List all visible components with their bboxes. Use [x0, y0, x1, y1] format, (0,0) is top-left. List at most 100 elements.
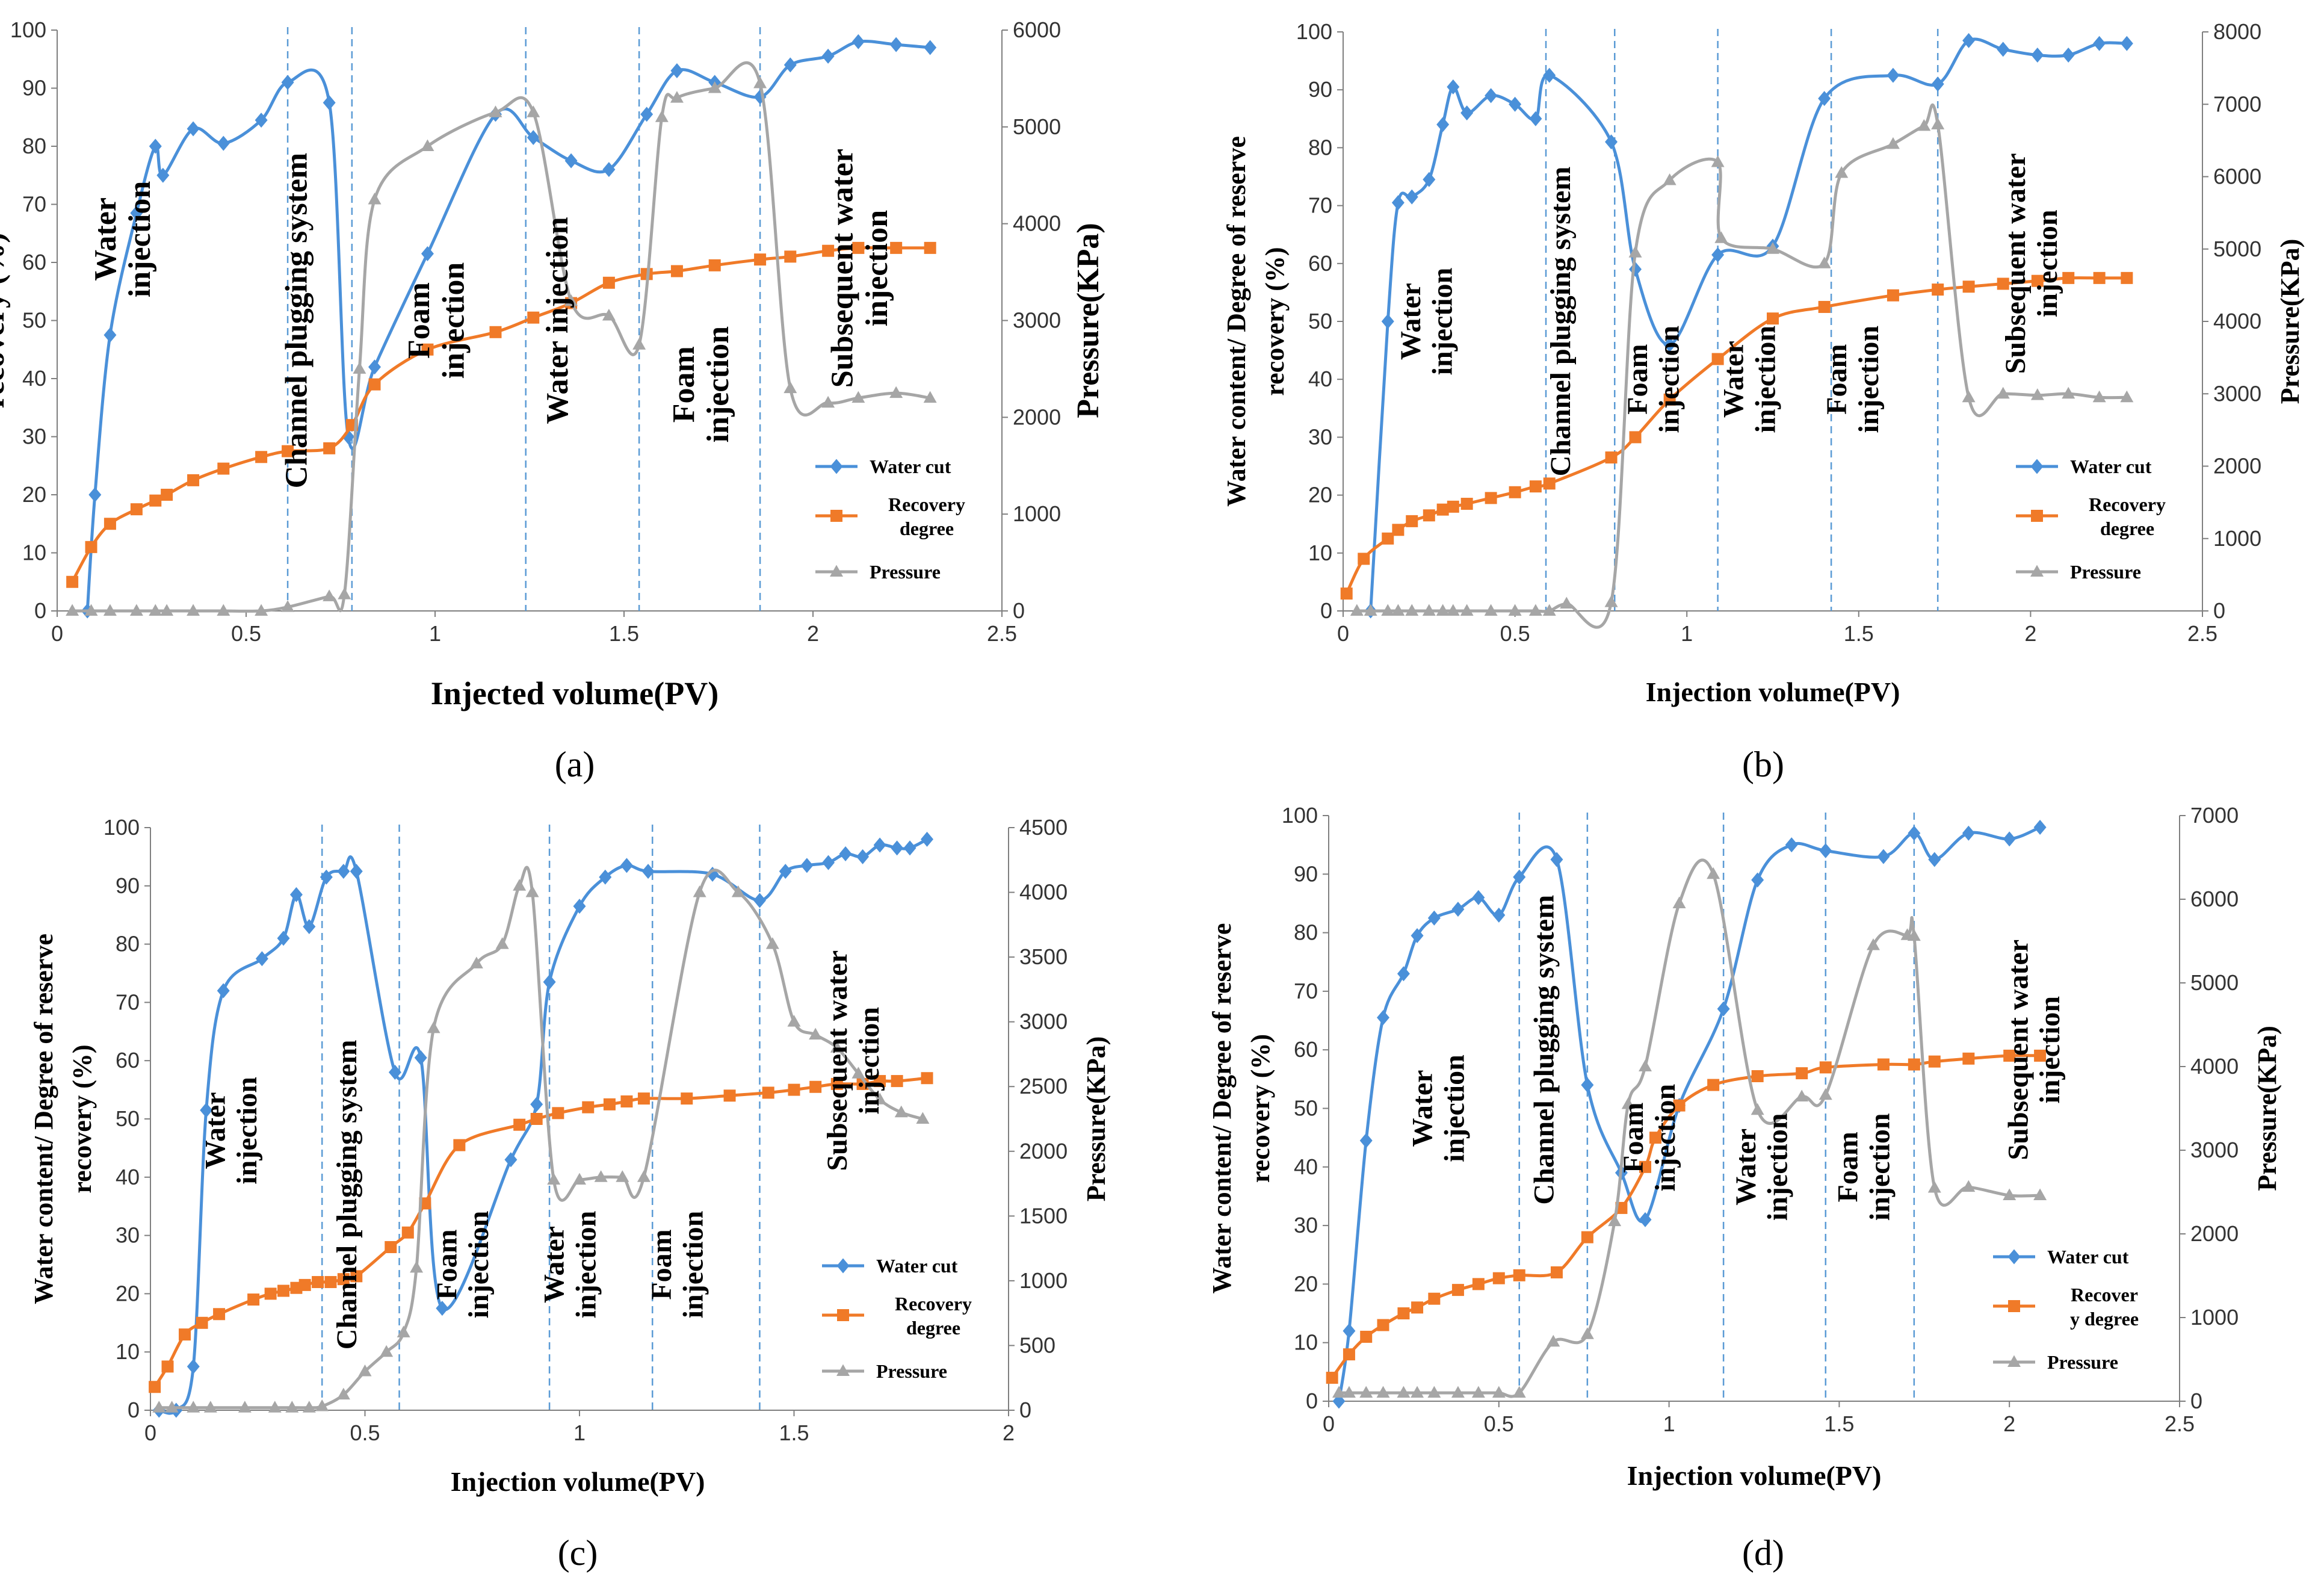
data-point-pressure — [1962, 1180, 1976, 1192]
y-tick-label: 30 — [22, 424, 46, 449]
data-point-water-cut — [1451, 902, 1465, 917]
legend-label: Pressure — [876, 1360, 947, 1382]
phase-label: Foam — [431, 1229, 463, 1299]
y2-tick-label: 0 — [2213, 598, 2225, 623]
data-point-recovery-degree — [670, 265, 683, 277]
legend-marker-pressure — [2030, 565, 2044, 577]
phase-label: Channel plugging system — [1545, 167, 1577, 477]
data-point-water-cut — [1717, 1001, 1730, 1017]
phase-label: Water — [1395, 283, 1427, 360]
y-tick-label: 50 — [1294, 1096, 1318, 1121]
y-tick-label: 10 — [116, 1339, 140, 1364]
data-point-water-cut — [2093, 36, 2106, 51]
phase-label: Subsequent water — [2000, 153, 2032, 374]
y-tick-label: 60 — [1308, 251, 1332, 276]
y-axis-label-line1: Water content/ Degree of reserve — [1207, 923, 1237, 1294]
data-point-pressure — [1528, 604, 1542, 616]
data-point-water-cut — [1509, 96, 1522, 112]
data-point-recovery-degree — [890, 241, 903, 254]
data-point-water-cut — [281, 75, 294, 90]
data-point-recovery-degree — [1673, 1099, 1686, 1112]
data-point-pressure — [397, 1325, 410, 1337]
data-point-pressure — [1766, 242, 1779, 254]
data-point-water-cut — [602, 162, 616, 178]
phase-label: Subsequent water — [821, 950, 853, 1171]
legend-marker-pressure — [830, 565, 843, 577]
data-point-pressure — [238, 1401, 252, 1413]
data-point-pressure — [1436, 604, 1450, 616]
x-tick-label: 1 — [1681, 621, 1693, 646]
data-point-water-cut — [889, 37, 903, 52]
data-point-recovery-degree — [130, 503, 143, 516]
data-point-pressure — [1376, 1386, 1390, 1398]
data-point-pressure — [616, 1170, 629, 1182]
y-tick-label: 60 — [1294, 1037, 1318, 1062]
y-tick-label: 40 — [22, 366, 46, 391]
y-tick-label: 20 — [1294, 1271, 1318, 1296]
data-point-water-cut — [255, 113, 268, 128]
data-point-water-cut — [187, 1358, 200, 1374]
data-point-pressure — [2030, 388, 2044, 400]
data-point-pressure — [469, 956, 483, 968]
data-point-water-cut — [1819, 843, 1832, 858]
y2-tick-label: 8000 — [2213, 19, 2261, 44]
phase-label: injection — [678, 1211, 709, 1319]
data-point-pressure — [1427, 1386, 1441, 1398]
data-point-pressure — [302, 1401, 316, 1413]
data-point-pressure — [285, 1401, 299, 1413]
data-point-pressure — [1795, 1089, 1809, 1102]
series-water-cut — [1332, 819, 2047, 1409]
data-point-recovery-degree — [1423, 509, 1435, 522]
data-point-recovery-degree — [552, 1107, 564, 1120]
data-point-pressure — [255, 604, 268, 616]
data-point-recovery-degree — [527, 311, 540, 324]
data-point-recovery-degree — [1819, 1061, 1832, 1074]
phase-label: Water — [539, 1226, 570, 1303]
data-point-water-cut — [1581, 1077, 1594, 1093]
data-point-recovery-degree — [385, 1241, 397, 1253]
phase-label: Water injection — [540, 217, 575, 424]
data-point-pressure — [1512, 1386, 1526, 1398]
data-point-water-cut — [873, 837, 886, 853]
y2-tick-label: 6000 — [1013, 17, 1061, 42]
data-point-pressure — [1714, 231, 1728, 243]
chart-panel-a: 0 0.5 1 1.5 2 2.50102030405060708090100010002… — [0, 17, 1105, 784]
data-point-pressure — [602, 308, 616, 321]
phase-label: Water — [1718, 341, 1750, 418]
data-point-water-cut — [822, 855, 835, 870]
data-point-water-cut — [1447, 79, 1460, 94]
data-point-recovery-degree — [1358, 553, 1370, 565]
y2-tick-label: 3000 — [2213, 381, 2261, 406]
data-point-water-cut — [2120, 36, 2133, 51]
data-point-pressure — [525, 885, 539, 897]
data-point-pressure — [1931, 117, 1945, 129]
data-point-water-cut — [543, 974, 556, 990]
data-point-recovery-degree — [891, 1075, 903, 1088]
data-point-recovery-degree — [754, 253, 767, 266]
data-point-recovery-degree — [324, 1276, 337, 1289]
data-point-pressure — [489, 105, 502, 117]
x-axis-label: Injection volume(PV) — [1646, 677, 1900, 707]
data-point-recovery-degree — [1411, 1301, 1424, 1314]
data-point-pressure — [1917, 119, 1931, 131]
data-point-recovery-degree — [323, 442, 336, 454]
x-axis-label: Injected volume(PV) — [431, 675, 719, 711]
series-pressure — [1350, 104, 2134, 629]
y2-tick-label: 0 — [1013, 598, 1025, 623]
data-point-recovery-degree — [1877, 1058, 1890, 1071]
data-point-pressure — [655, 110, 669, 122]
y-axis-label-line2: recovery (%) — [67, 1044, 97, 1193]
y-tick-label: 20 — [116, 1281, 140, 1306]
y2-tick-label: 7000 — [2213, 91, 2261, 116]
x-tick-label: 0.5 — [350, 1420, 380, 1445]
phase-label: Water — [1730, 1129, 1762, 1206]
legend-marker-recovery-degree — [830, 510, 842, 522]
phase-label: Foam — [1832, 1132, 1864, 1202]
y-axis-label-line2: recovery (%) — [1260, 247, 1290, 395]
data-point-recovery-degree — [1485, 492, 1497, 504]
data-point-pressure — [2120, 390, 2134, 403]
data-point-recovery-degree — [1340, 587, 1353, 600]
y2-tick-label: 7000 — [2190, 803, 2239, 828]
